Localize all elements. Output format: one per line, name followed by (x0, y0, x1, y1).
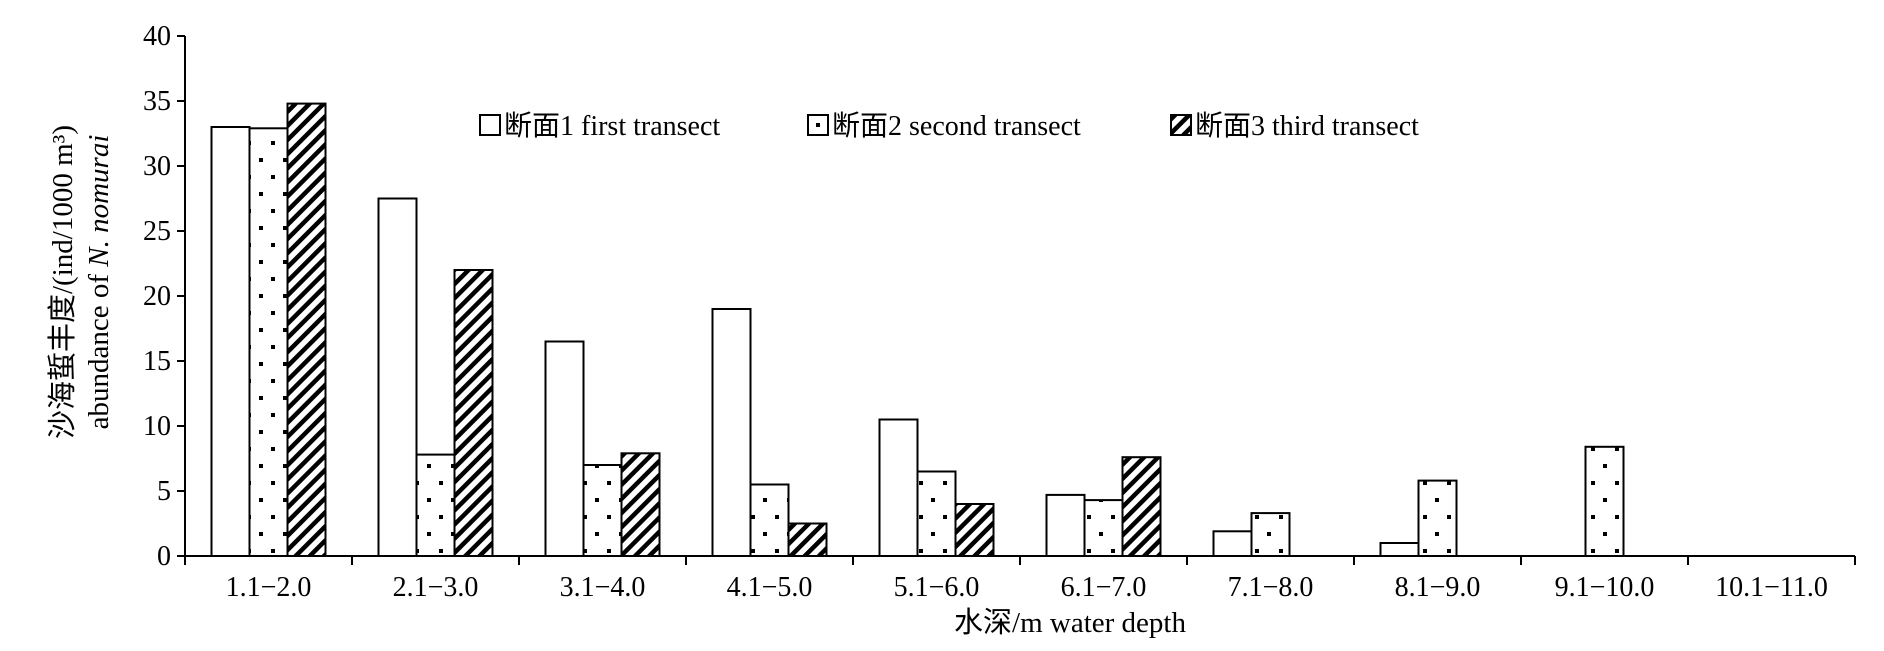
bar (1121, 456, 1162, 558)
x-axis-title: 水深/m water depth (954, 606, 1186, 639)
bar (544, 340, 585, 557)
y-axis-title-line2: abundance of N. nomurai (83, 135, 115, 430)
y-axis-title-line1: 沙海蜇丰度/(ind/1000 m³) (46, 125, 79, 439)
y-axis-title-species: N. nomurai (83, 135, 115, 268)
bar (620, 452, 661, 557)
y-tick-label: 5 (157, 476, 171, 507)
y-tick-label: 0 (157, 541, 171, 572)
legend-label-series-1: 断面1 first transect (504, 110, 720, 142)
x-tick-label: 4.1−5.0 (727, 572, 813, 603)
y-tick-label: 40 (143, 21, 171, 52)
bar (1045, 493, 1086, 557)
y-tick-label: 35 (143, 86, 171, 117)
bar (916, 470, 957, 557)
y-tick-label: 10 (143, 411, 171, 442)
y-axis-title-prefix: abundance of (83, 267, 115, 430)
y-tick-label: 30 (143, 151, 171, 182)
bar (711, 308, 752, 557)
legend: 断面1 first transect 断面2 second transect 断… (479, 110, 1419, 142)
y-tick-label: 15 (143, 346, 171, 377)
bar (1584, 445, 1625, 557)
bar (286, 102, 327, 557)
bar (377, 197, 418, 557)
legend-swatch-hatch (1170, 114, 1192, 136)
x-tick-label: 9.1−10.0 (1555, 572, 1655, 603)
legend-item-series-3: 断面3 third transect (1170, 110, 1419, 142)
y-axis-title: 沙海蜇丰度/(ind/1000 m³) abundance of N. nomu… (46, 125, 115, 439)
x-tick-label: 10.1−11.0 (1715, 572, 1828, 603)
bar (1212, 530, 1253, 557)
plot-area: 0 5 10 15 20 25 30 35 40 1.1−2.0 2.1−3.0 3.1−4.0 4.1… (143, 21, 1856, 603)
x-tick-label: 6.1−7.0 (1061, 572, 1147, 603)
bar (248, 127, 289, 558)
legend-item-series-1: 断面1 first transect (479, 110, 720, 142)
bar (453, 269, 494, 557)
x-tick-label: 3.1−4.0 (560, 572, 646, 603)
bar (787, 522, 828, 557)
legend-item-series-2: 断面2 second transect (807, 110, 1081, 142)
x-tick-label: 1.1−2.0 (226, 572, 312, 603)
y-tick-label: 25 (143, 216, 171, 247)
bar (582, 464, 623, 557)
bar (749, 483, 790, 557)
x-tick-label: 8.1−9.0 (1395, 572, 1481, 603)
x-tick-label: 2.1−3.0 (393, 572, 479, 603)
legend-swatch-plain (479, 114, 501, 136)
bar (878, 418, 919, 557)
bar (1250, 512, 1291, 557)
bar (1379, 542, 1420, 557)
bar (210, 126, 251, 557)
y-tick-label: 20 (143, 281, 171, 312)
legend-swatch-dot (816, 123, 820, 127)
bar (1417, 479, 1458, 558)
x-tick-label: 7.1−8.0 (1228, 572, 1314, 603)
bar (1083, 499, 1124, 558)
legend-label-series-3: 断面3 third transect (1195, 110, 1419, 142)
bar (415, 453, 456, 558)
legend-label-series-2: 断面2 second transect (832, 110, 1081, 142)
bar (954, 503, 995, 557)
x-tick-label: 5.1−6.0 (894, 572, 980, 603)
